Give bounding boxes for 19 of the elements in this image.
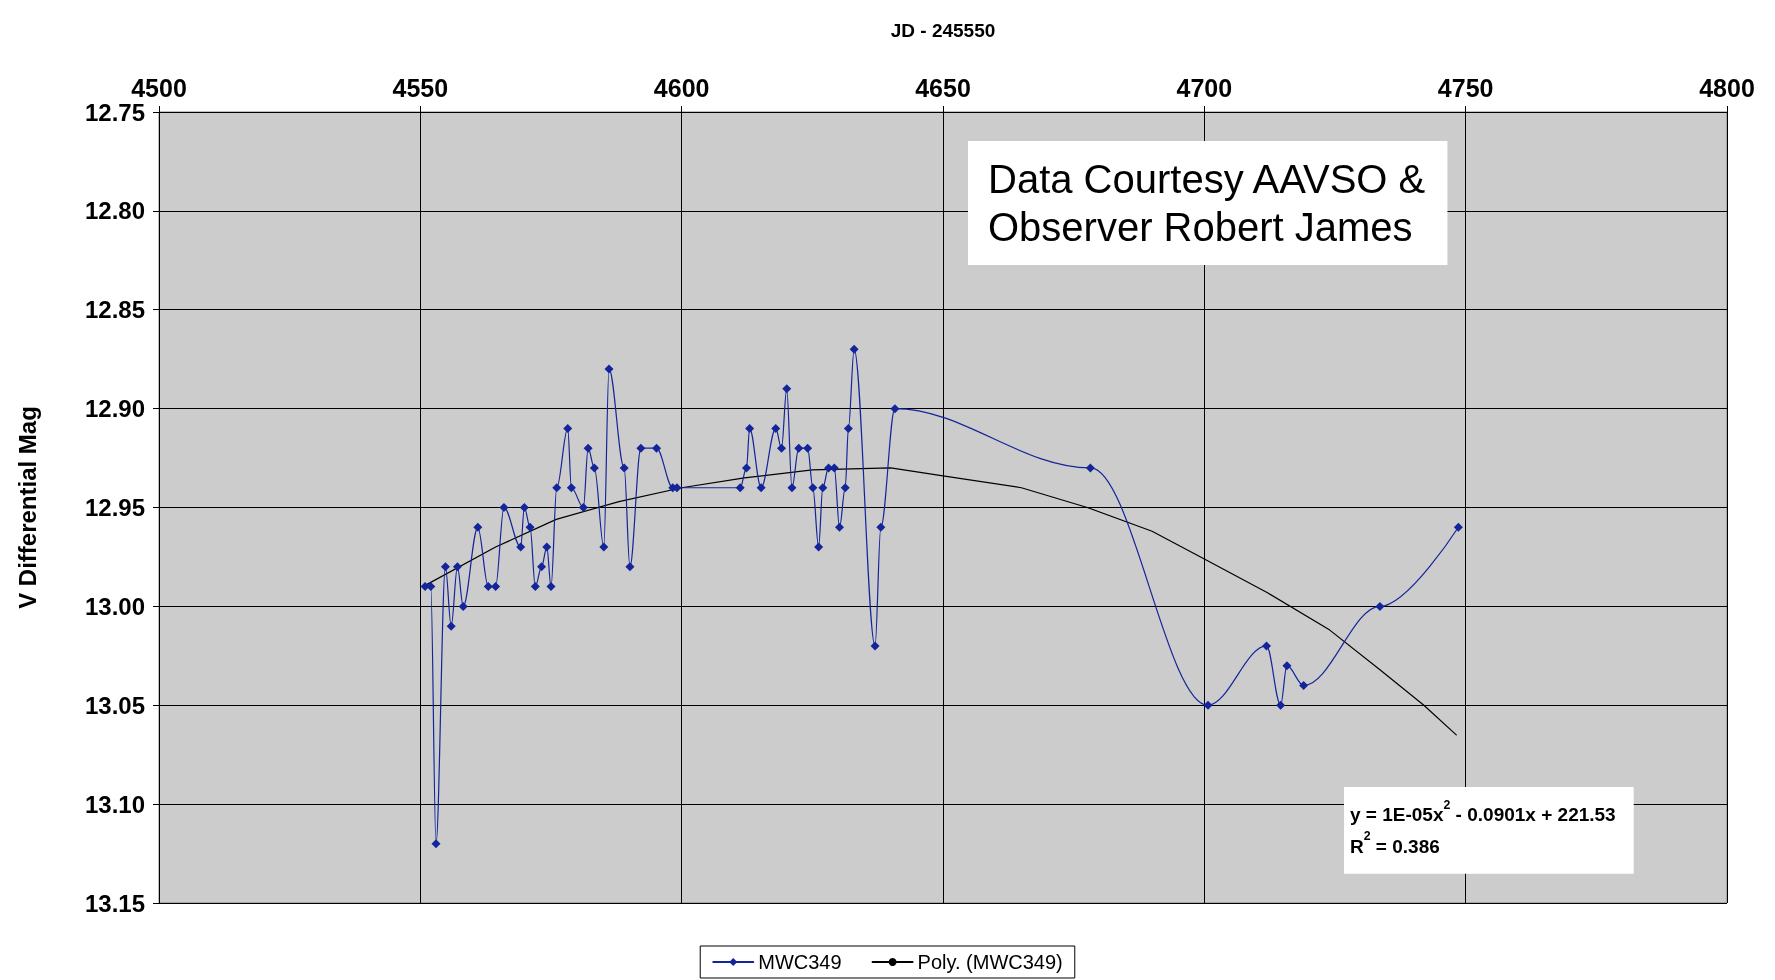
legend-label: Poly. (MWC349)	[917, 951, 1063, 973]
y-tick-label: 13.00	[84, 592, 145, 620]
x-tick-label: 4750	[1437, 73, 1494, 102]
y-tick-label: 13.05	[84, 691, 145, 719]
y-tick-label: 13.15	[84, 889, 145, 917]
x-axis-title: JD - 245550	[890, 20, 996, 41]
y-tick-label: 12.80	[84, 197, 145, 225]
annotation: Data Courtesy AAVSO & Observer Robert James	[988, 157, 1426, 249]
x-tick-label: 4700	[1176, 73, 1233, 102]
y-tick-label: 12.95	[84, 494, 145, 521]
y-tick-label: 12.90	[84, 395, 145, 423]
x-tick-label: 4600	[653, 73, 710, 102]
y-tick-label: 12.85	[84, 296, 145, 324]
x-tick-label: 4800	[1699, 73, 1755, 102]
y-axis-title: V Differential Mag	[13, 406, 41, 609]
legend-label: MWC349	[758, 951, 842, 973]
x-tick-label: 4650	[915, 73, 971, 102]
y-tick-label: 13.10	[84, 790, 145, 818]
x-tick-label: 4550	[392, 73, 449, 102]
